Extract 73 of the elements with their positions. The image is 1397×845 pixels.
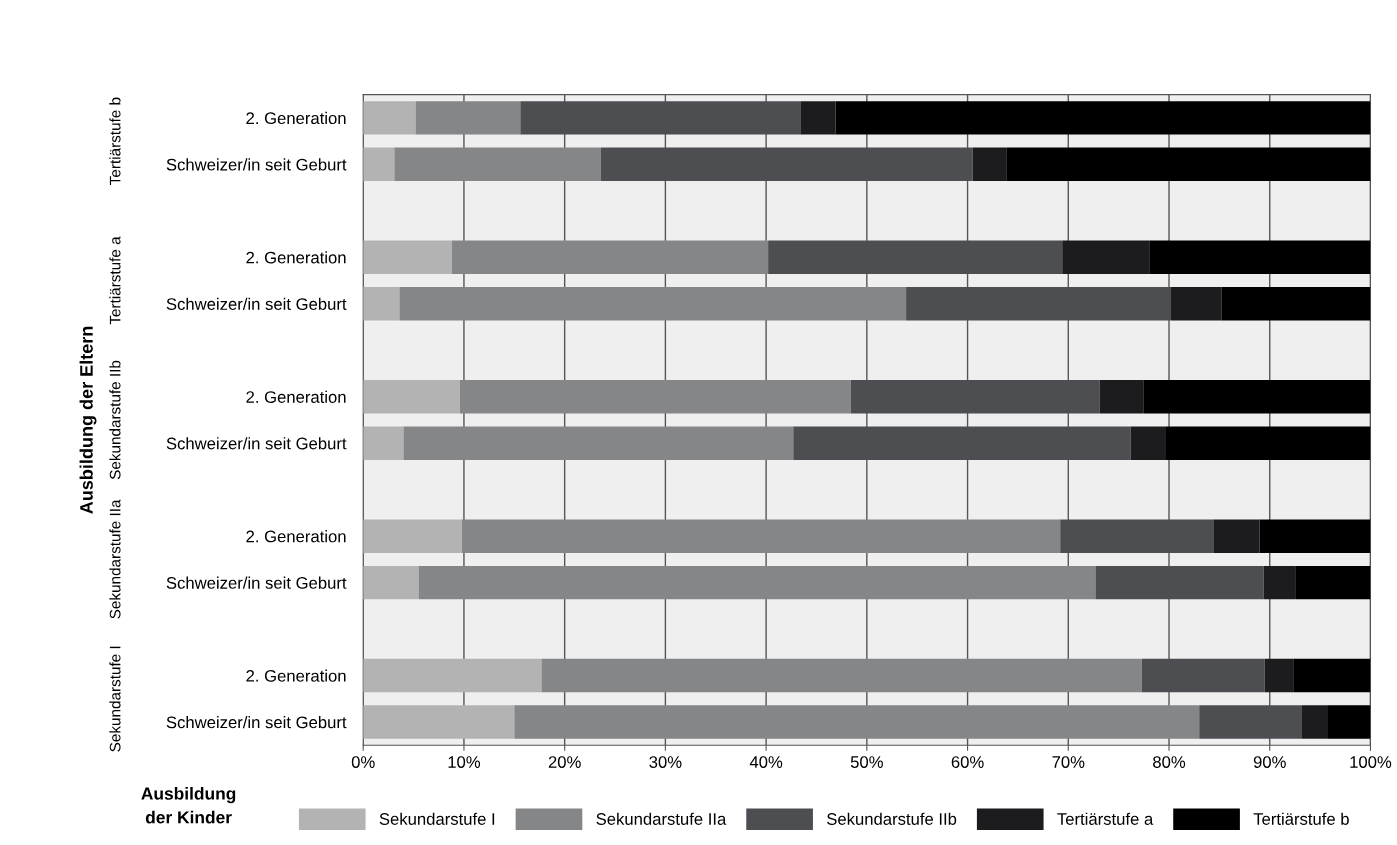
bar xyxy=(415,101,521,135)
bar xyxy=(451,240,769,275)
bar xyxy=(1301,705,1328,739)
text: Sekundarstufe I xyxy=(109,646,121,752)
bar xyxy=(1263,565,1296,600)
legend-label: Tertiärstufe b xyxy=(1253,812,1349,825)
bar xyxy=(461,519,1061,553)
legend-label: Sekundarstufe IIb xyxy=(827,812,957,825)
bar xyxy=(363,519,462,553)
x-tick-label: 30% xyxy=(649,756,682,768)
x-tick-label: 60% xyxy=(951,756,984,768)
bar xyxy=(418,565,1096,600)
x-tick-label: 80% xyxy=(1153,756,1186,768)
bar xyxy=(1213,519,1260,553)
legend-label: Tertiärstufe a xyxy=(1057,812,1154,825)
bar xyxy=(1006,147,1371,182)
bar xyxy=(1171,287,1222,321)
y-tick-label: 2. Generation xyxy=(246,390,346,403)
x-tick-label: 70% xyxy=(1052,756,1085,768)
y-axis-title: Ausbildung der Eltern xyxy=(79,326,97,514)
bar xyxy=(1143,380,1371,414)
bar xyxy=(800,101,836,135)
y-tick-label: Schweizer/in seit Geburt xyxy=(166,158,347,171)
x-tick-label: 0% xyxy=(351,756,375,768)
bar xyxy=(541,658,1142,693)
bar xyxy=(1062,240,1150,275)
bar xyxy=(1295,565,1371,600)
bar xyxy=(972,147,1007,182)
bar xyxy=(363,426,404,460)
bar xyxy=(1259,519,1371,553)
y-tick-label: Schweizer/in seit Geburt xyxy=(166,297,347,310)
bar xyxy=(459,380,851,414)
y-tick-label: 2. Generation xyxy=(246,530,346,543)
bar xyxy=(1327,705,1371,739)
bar xyxy=(363,287,400,321)
x-tick-label: 20% xyxy=(548,756,581,768)
y-tick-label: Schweizer/in seit Geburt xyxy=(166,576,347,589)
bar xyxy=(1099,380,1144,414)
bar xyxy=(403,426,794,460)
bar xyxy=(363,658,542,693)
bar xyxy=(363,705,515,739)
text: Sekundarstufe IIb xyxy=(109,360,121,480)
bar xyxy=(1264,658,1294,693)
bar xyxy=(363,147,395,182)
bar xyxy=(1149,240,1371,275)
bar xyxy=(363,565,419,600)
bar xyxy=(514,705,1200,739)
y-tick-label: Schweizer/in seit Geburt xyxy=(166,716,347,729)
legend-label: Sekundarstufe I xyxy=(379,812,495,825)
bar xyxy=(835,101,1371,135)
x-tick-label: 10% xyxy=(448,756,481,768)
x-tick-label: 50% xyxy=(850,756,883,768)
x-tick-label: 90% xyxy=(1253,756,1286,768)
bar xyxy=(363,240,452,275)
bar xyxy=(1165,426,1371,460)
y-tick-label: 2. Generation xyxy=(246,251,346,264)
y-tick-label: 2. Generation xyxy=(246,111,346,125)
y-tick-label: Schweizer/in seit Geburt xyxy=(166,437,347,450)
legend-title: Ausbildung der Kinder xyxy=(141,786,236,824)
bar xyxy=(1130,426,1166,460)
bar xyxy=(363,380,460,414)
y-tick-label: 2. Generation xyxy=(246,669,346,682)
text: Tertiärstufe b xyxy=(109,97,121,185)
bar xyxy=(399,287,907,321)
text: Tertiärstufe a xyxy=(109,236,121,325)
bar xyxy=(363,101,416,135)
x-tick-label: 100% xyxy=(1350,756,1392,768)
legend-label: Sekundarstufe IIa xyxy=(596,812,727,825)
x-tick-label: 40% xyxy=(749,756,783,768)
bar xyxy=(1221,287,1371,321)
text: Sekundarstufe IIa xyxy=(109,499,121,619)
bar xyxy=(394,147,601,182)
bar xyxy=(1293,658,1371,693)
